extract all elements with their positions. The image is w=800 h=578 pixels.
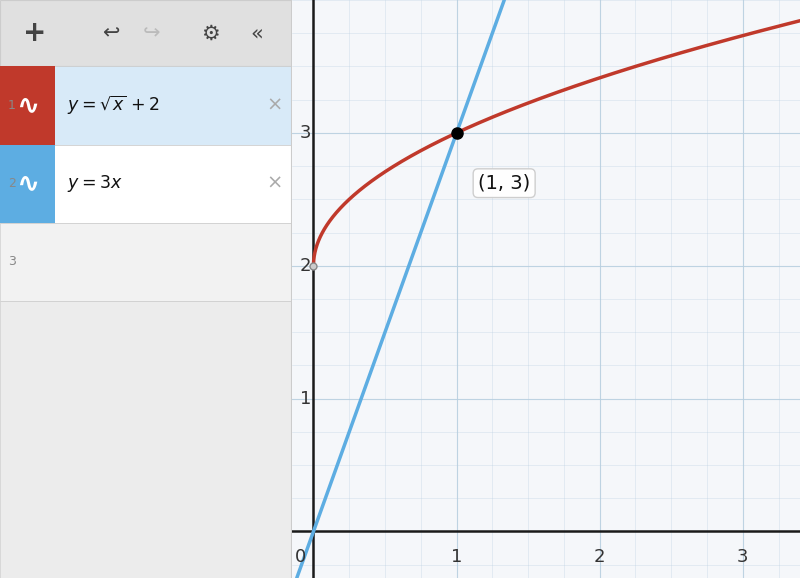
Text: 0: 0 [295,549,306,566]
Text: ↩: ↩ [102,23,120,43]
Text: 2: 2 [300,257,311,275]
FancyBboxPatch shape [0,0,292,66]
FancyBboxPatch shape [0,223,292,301]
Text: 1: 1 [451,549,462,566]
Text: (1, 3): (1, 3) [478,173,530,192]
Text: 3: 3 [737,549,749,566]
FancyBboxPatch shape [0,144,55,223]
FancyBboxPatch shape [0,301,292,578]
Text: 3: 3 [300,124,311,142]
Text: 2: 2 [594,549,606,566]
FancyBboxPatch shape [0,144,292,223]
Text: 2: 2 [8,177,16,190]
Text: 1: 1 [8,99,16,112]
Text: 1: 1 [300,390,311,407]
Text: ∿: ∿ [16,91,39,120]
Text: ↪: ↪ [143,23,161,43]
Text: +: + [23,19,46,47]
Text: $y = \sqrt{x}\, + 2$: $y = \sqrt{x}\, + 2$ [67,94,160,117]
Text: ×: × [266,174,282,193]
Text: «: « [250,23,263,43]
Text: ∿: ∿ [16,169,39,198]
Text: 3: 3 [8,255,16,268]
FancyBboxPatch shape [0,66,55,144]
Text: ⚙: ⚙ [201,23,220,43]
FancyBboxPatch shape [0,66,292,144]
Text: ×: × [266,96,282,115]
Text: $y = 3x$: $y = 3x$ [67,173,122,194]
